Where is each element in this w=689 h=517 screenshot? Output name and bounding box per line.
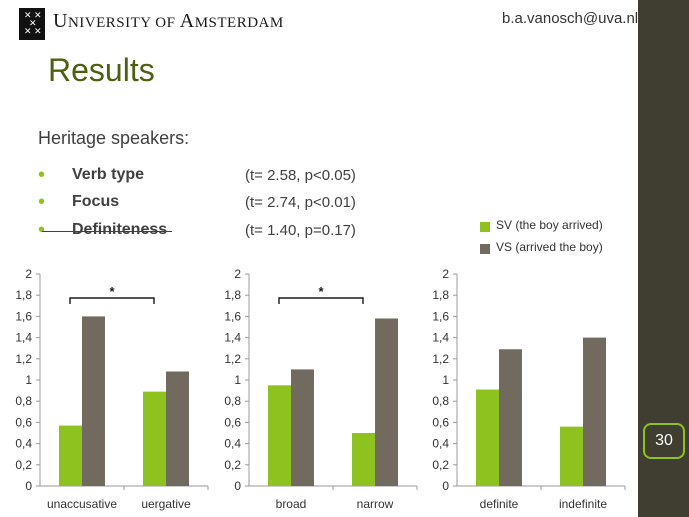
y-tick-label: 1,4 xyxy=(15,331,32,345)
page-number: 30 xyxy=(643,423,685,459)
y-tick-label: 1,4 xyxy=(432,331,449,345)
y-tick-label: 1,2 xyxy=(224,352,241,366)
y-tick-label: 0,4 xyxy=(432,437,449,451)
university-name: UNIVERSITY OF AMSTERDAM xyxy=(53,10,284,33)
y-tick-label: 1 xyxy=(442,373,449,387)
x-category-label: narrow xyxy=(357,497,394,511)
y-tick-label: 0 xyxy=(25,479,32,493)
y-tick-label: 0,8 xyxy=(224,394,241,408)
y-tick-label: 0,2 xyxy=(432,458,449,472)
bar-vs xyxy=(166,371,189,486)
chart-legend: SV (the boy arrived) VS (arrived the boy… xyxy=(480,218,630,262)
author-email: b.a.vanosch@uva.nl xyxy=(502,10,638,27)
bullet-label: Focus xyxy=(72,193,120,210)
significance-bracket xyxy=(69,297,155,304)
significance-bracket xyxy=(278,297,364,304)
bar-vs xyxy=(375,318,398,486)
slide-subtitle: Heritage speakers: xyxy=(38,128,190,148)
y-tick-label: 0,2 xyxy=(224,458,241,472)
y-tick-label: 1 xyxy=(234,373,241,387)
y-tick-label: 1,4 xyxy=(224,331,241,345)
bar-vs xyxy=(499,349,522,486)
y-tick-label: 0,4 xyxy=(15,437,32,451)
bar-sv xyxy=(352,433,375,486)
y-tick-label: 2 xyxy=(442,267,449,281)
y-tick-label: 1,8 xyxy=(224,288,241,302)
bullet-item: • Definiteness (t= 1.40, p=0.17) xyxy=(38,220,418,242)
bullet-item: • Verb type (t= 2.58, p<0.05) xyxy=(38,165,418,187)
y-tick-label: 0,6 xyxy=(15,415,32,429)
x-category-label: definite xyxy=(480,497,519,511)
logo-cross-icon: ✕ xyxy=(34,11,42,21)
bar-sv xyxy=(560,426,583,486)
y-tick-label: 1,8 xyxy=(15,288,32,302)
bar-sv xyxy=(143,391,166,486)
bullet-stat: (t= 2.74, p<0.01) xyxy=(245,194,356,211)
logo-cross-icon: ✕ xyxy=(29,19,37,29)
bullet-label: Verb type xyxy=(72,166,145,183)
bullet-dot-icon: • xyxy=(38,219,46,241)
x-category-label: indefinite xyxy=(559,497,607,511)
x-category-label: unaccusative xyxy=(47,497,117,511)
bar-sv xyxy=(476,389,499,486)
bar-sv xyxy=(59,425,82,486)
slide-title: Results xyxy=(48,52,155,88)
legend-swatch-sv xyxy=(480,222,490,232)
y-tick-label: 1,6 xyxy=(432,309,449,323)
logo-cross-icon: ✕ xyxy=(24,27,32,37)
university-logo: ✕ ✕ ✕ ✕ ✕ xyxy=(19,8,45,40)
y-tick-label: 0,8 xyxy=(15,394,32,408)
significance-star: * xyxy=(109,284,115,299)
bullet-dot-icon: • xyxy=(38,191,46,213)
y-tick-label: 1,6 xyxy=(224,309,241,323)
y-tick-label: 0,6 xyxy=(224,415,241,429)
y-tick-label: 0,2 xyxy=(15,458,32,472)
legend-item: SV (the boy arrived) xyxy=(480,218,630,240)
x-category-label: broad xyxy=(276,497,307,511)
y-tick-label: 2 xyxy=(25,267,32,281)
x-category-label: uergative xyxy=(141,497,191,511)
university-name-initial: A xyxy=(179,10,195,32)
strikethrough-line xyxy=(42,231,172,232)
university-name-rest: NIVERSITY OF xyxy=(67,15,180,31)
y-tick-label: 1,6 xyxy=(15,309,32,323)
logo-cross-icon: ✕ xyxy=(24,11,32,21)
y-tick-label: 2 xyxy=(234,267,241,281)
legend-label: VS (arrived the boy) xyxy=(496,240,603,254)
y-tick-label: 1 xyxy=(25,373,32,387)
bar-sv xyxy=(268,385,291,486)
y-tick-label: 1,2 xyxy=(432,352,449,366)
bullet-item: • Focus (t= 2.74, p<0.01) xyxy=(38,192,418,214)
y-tick-label: 0,6 xyxy=(432,415,449,429)
bullet-stat: (t= 2.58, p<0.05) xyxy=(245,167,356,184)
university-name-rest: MSTERDAM xyxy=(194,15,284,31)
bar-vs xyxy=(82,316,105,486)
y-tick-label: 0 xyxy=(442,479,449,493)
legend-swatch-vs xyxy=(480,244,490,254)
bar-vs xyxy=(291,369,314,486)
legend-label: SV (the boy arrived) xyxy=(496,218,603,232)
bullet-label: Definiteness xyxy=(72,221,168,238)
y-tick-label: 1,8 xyxy=(432,288,449,302)
legend-item: VS (arrived the boy) xyxy=(480,240,630,262)
bullet-stat: (t= 1.40, p=0.17) xyxy=(245,222,356,239)
y-tick-label: 0,8 xyxy=(432,394,449,408)
university-name-initial: U xyxy=(53,10,68,32)
y-tick-label: 0,4 xyxy=(224,437,241,451)
significance-star: * xyxy=(318,284,324,299)
logo-cross-icon: ✕ xyxy=(34,27,42,37)
bar-vs xyxy=(583,337,606,486)
y-tick-label: 0 xyxy=(234,479,241,493)
bullet-dot-icon: • xyxy=(38,164,46,186)
y-tick-label: 1,2 xyxy=(15,352,32,366)
